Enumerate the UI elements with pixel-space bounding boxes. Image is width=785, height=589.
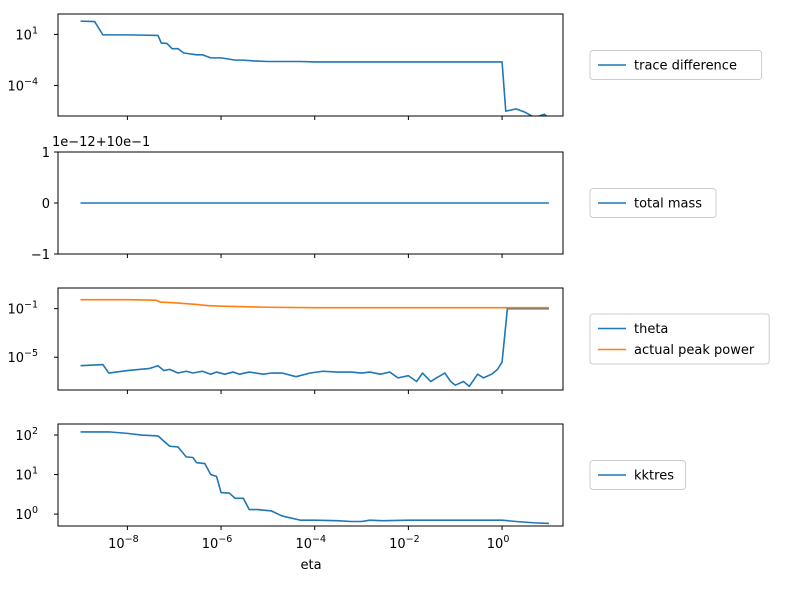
x-tick-label-exponent: 0 bbox=[503, 534, 509, 545]
legend-box bbox=[589, 188, 717, 218]
y-tick-label-exponent: −5 bbox=[24, 348, 38, 359]
y-tick-label: 101 bbox=[15, 466, 38, 484]
y-tick-label: −1 bbox=[31, 248, 50, 263]
y-tick-label-exponent: 1 bbox=[32, 25, 38, 36]
legend-label: actual peak power bbox=[634, 343, 755, 358]
y-tick-label: 100 bbox=[15, 505, 38, 523]
series-line-actual-peak-power bbox=[80, 298, 549, 309]
x-tick-label-base: 10 bbox=[202, 537, 219, 552]
y-tick-label-base: 10 bbox=[7, 303, 24, 318]
y-tick-label: 101 bbox=[15, 25, 38, 43]
legend-box bbox=[589, 313, 770, 365]
x-tick-label: 10−6 bbox=[202, 534, 233, 552]
x-tick-label: 10−4 bbox=[295, 534, 326, 552]
axes-frame bbox=[57, 13, 564, 117]
subplot-2: 1 0 −1 1e−12+10e−1 total mass bbox=[31, 135, 717, 263]
x-tick-label-base: 10 bbox=[108, 537, 125, 552]
y-offset-text: 1e−12+10e−1 bbox=[52, 135, 150, 150]
x-tick-label-base: 10 bbox=[389, 537, 406, 552]
series-line-kktres bbox=[80, 431, 549, 525]
x-tick-label-exponent: −6 bbox=[218, 534, 232, 545]
x-tick-label: 10−8 bbox=[108, 534, 139, 552]
axes-frame bbox=[57, 287, 564, 391]
legend-label: kktres bbox=[634, 469, 674, 484]
x-tick-label: 100 bbox=[487, 534, 510, 552]
y-tick-label: 1 bbox=[42, 146, 50, 161]
axes-frame bbox=[57, 423, 564, 527]
x-tick-label: 10−2 bbox=[389, 534, 420, 552]
y-tick-label-exponent: −4 bbox=[24, 76, 38, 87]
y-tick-label: 10−1 bbox=[7, 300, 38, 318]
y-tick-label-exponent: −1 bbox=[24, 300, 38, 311]
y-tick-label-base: 10 bbox=[15, 28, 32, 43]
series-line-trace-difference bbox=[80, 20, 548, 116]
y-tick-label: 102 bbox=[15, 426, 38, 444]
y-tick-label: 10−5 bbox=[7, 348, 38, 366]
y-tick-label-base: 10 bbox=[15, 469, 32, 484]
y-tick-label-exponent: 0 bbox=[32, 505, 38, 516]
y-tick-label: 10−4 bbox=[7, 76, 38, 94]
legend: kktres bbox=[589, 460, 687, 490]
legend-box bbox=[589, 50, 763, 80]
y-tick-label-base: 10 bbox=[15, 429, 32, 444]
legend-label: trace difference bbox=[634, 59, 737, 74]
x-tick-label-base: 10 bbox=[295, 537, 312, 552]
y-tick-label-exponent: 1 bbox=[32, 466, 38, 477]
legend-label: total mass bbox=[634, 197, 702, 212]
y-tick-label-exponent: 2 bbox=[32, 426, 38, 437]
y-tick-label-base: 10 bbox=[7, 351, 24, 366]
x-tick-label-exponent: −8 bbox=[125, 534, 139, 545]
legend-box bbox=[589, 460, 687, 490]
legend: trace difference bbox=[589, 50, 763, 80]
y-tick-label-base: 10 bbox=[15, 508, 32, 523]
x-axis-label: eta bbox=[300, 558, 321, 573]
x-tick-label-base: 10 bbox=[487, 537, 504, 552]
x-tick-label-exponent: −2 bbox=[406, 534, 420, 545]
legend: theta actual peak power bbox=[589, 313, 770, 365]
x-tick-label-exponent: −4 bbox=[312, 534, 326, 545]
y-tick-label: 0 bbox=[42, 197, 50, 212]
legend-label: theta bbox=[634, 322, 668, 337]
series-line-theta bbox=[80, 307, 549, 388]
legend: total mass bbox=[589, 188, 717, 218]
y-tick-label-base: 10 bbox=[7, 79, 24, 94]
